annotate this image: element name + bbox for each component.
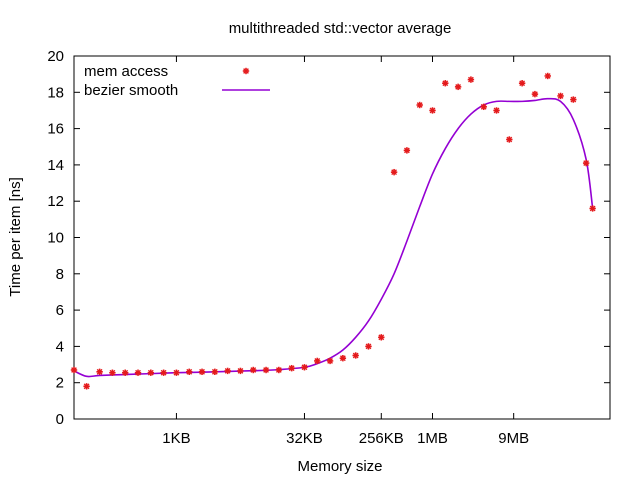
y-tick-label: 6 (56, 302, 64, 319)
data-point (378, 334, 385, 341)
y-tick-label: 18 (47, 84, 64, 101)
data-point (109, 369, 116, 376)
data-point (134, 369, 142, 376)
data-point (237, 367, 244, 375)
y-tick-label: 4 (56, 338, 64, 355)
data-point (147, 369, 155, 376)
y-tick-label: 10 (47, 230, 64, 247)
data-point (198, 368, 206, 376)
data-point (83, 383, 90, 390)
data-point (582, 159, 590, 167)
data-point (570, 96, 577, 103)
data-point (160, 369, 167, 376)
data-point (493, 107, 500, 114)
x-tick-label: 1KB (162, 430, 190, 447)
y-tick-label: 8 (56, 266, 64, 283)
data-point (186, 368, 193, 376)
chart-title: multithreaded std::vector average (229, 20, 452, 37)
data-point (211, 368, 219, 376)
data-point (326, 357, 334, 365)
y-tick-label: 2 (56, 375, 64, 392)
data-point (416, 101, 423, 109)
data-point (288, 364, 295, 372)
data-point (544, 72, 551, 80)
data-point (557, 92, 564, 100)
y-tick-label: 14 (47, 157, 64, 174)
y-axis: 0 2 4 6 8 10 12 14 16 18 20 (47, 48, 610, 428)
legend: mem access bezier smooth (84, 63, 270, 99)
data-point (531, 90, 539, 98)
data-point (467, 76, 475, 83)
y-tick-label: 20 (47, 48, 64, 65)
legend-label-mem-access: mem access (84, 63, 168, 80)
data-point (429, 107, 436, 114)
data-point (250, 366, 257, 374)
data-point (589, 205, 596, 212)
data-point (365, 343, 372, 350)
y-axis-label: Time per item [ns] (7, 177, 24, 296)
data-point (262, 366, 270, 374)
x-axis: 1KB 32KB 256KB 1MB 9MB (162, 56, 529, 447)
data-point (314, 357, 321, 365)
x-tick-label: 256KB (359, 430, 404, 447)
y-tick-label: 0 (56, 411, 64, 428)
data-point (70, 366, 78, 374)
data-point (442, 80, 449, 87)
data-point (403, 147, 411, 154)
x-tick-label: 9MB (498, 430, 529, 447)
data-point (301, 364, 308, 371)
data-point (506, 136, 513, 143)
legend-label-bezier-smooth: bezier smooth (84, 82, 178, 99)
data-point (339, 354, 347, 362)
data-point (454, 83, 462, 91)
y-tick-label: 12 (47, 193, 64, 210)
x-axis-label: Memory size (297, 458, 382, 475)
legend-marks (222, 67, 270, 91)
data-point (352, 352, 359, 359)
legend-mark-mem-access (242, 67, 250, 75)
series-layer (70, 72, 596, 390)
data-point (173, 369, 180, 376)
data-point (224, 367, 231, 375)
y-tick-label: 16 (47, 121, 64, 138)
data-point (122, 369, 129, 376)
data-point (96, 368, 103, 376)
data-point (518, 80, 526, 87)
data-point (275, 366, 283, 374)
data-point (480, 103, 487, 111)
x-tick-label: 32KB (286, 430, 323, 447)
data-point (390, 168, 398, 176)
x-tick-label: 1MB (417, 430, 448, 447)
